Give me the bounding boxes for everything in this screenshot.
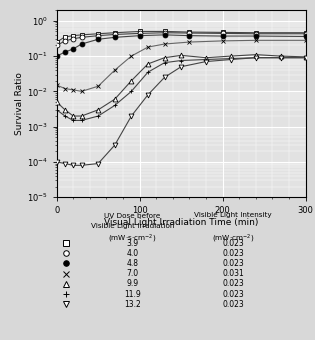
Text: 4.8: 4.8 bbox=[126, 259, 138, 268]
Text: 0.023: 0.023 bbox=[222, 259, 244, 268]
Text: 11.9: 11.9 bbox=[124, 290, 141, 299]
Text: 0.023: 0.023 bbox=[222, 300, 244, 309]
X-axis label: Visual Light Irradiation Time (min): Visual Light Irradiation Time (min) bbox=[104, 218, 258, 227]
Y-axis label: Survival Ratio: Survival Ratio bbox=[15, 72, 24, 135]
Text: 7.0: 7.0 bbox=[126, 269, 138, 278]
Text: 0.023: 0.023 bbox=[222, 239, 244, 248]
Text: Visible Light Irradiation: Visible Light Irradiation bbox=[91, 223, 174, 229]
Text: Visible Light Intensity: Visible Light Intensity bbox=[194, 212, 272, 219]
Text: 0.023: 0.023 bbox=[222, 279, 244, 288]
Text: 4.0: 4.0 bbox=[126, 249, 138, 258]
Text: 0.023: 0.023 bbox=[222, 290, 244, 299]
Text: UV Dose before: UV Dose before bbox=[104, 212, 160, 219]
Text: 13.2: 13.2 bbox=[124, 300, 141, 309]
Text: 9.9: 9.9 bbox=[126, 279, 138, 288]
Text: (mW$\cdot$s$\cdot$cm$^{-2}$): (mW$\cdot$s$\cdot$cm$^{-2}$) bbox=[108, 233, 157, 245]
Text: (mW$\cdot$cm$^{-2}$): (mW$\cdot$cm$^{-2}$) bbox=[212, 233, 254, 245]
Text: 0.031: 0.031 bbox=[222, 269, 244, 278]
Text: 0.023: 0.023 bbox=[222, 249, 244, 258]
Text: 3.9: 3.9 bbox=[126, 239, 138, 248]
